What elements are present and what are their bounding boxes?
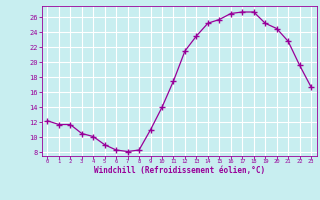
X-axis label: Windchill (Refroidissement éolien,°C): Windchill (Refroidissement éolien,°C)	[94, 166, 265, 175]
